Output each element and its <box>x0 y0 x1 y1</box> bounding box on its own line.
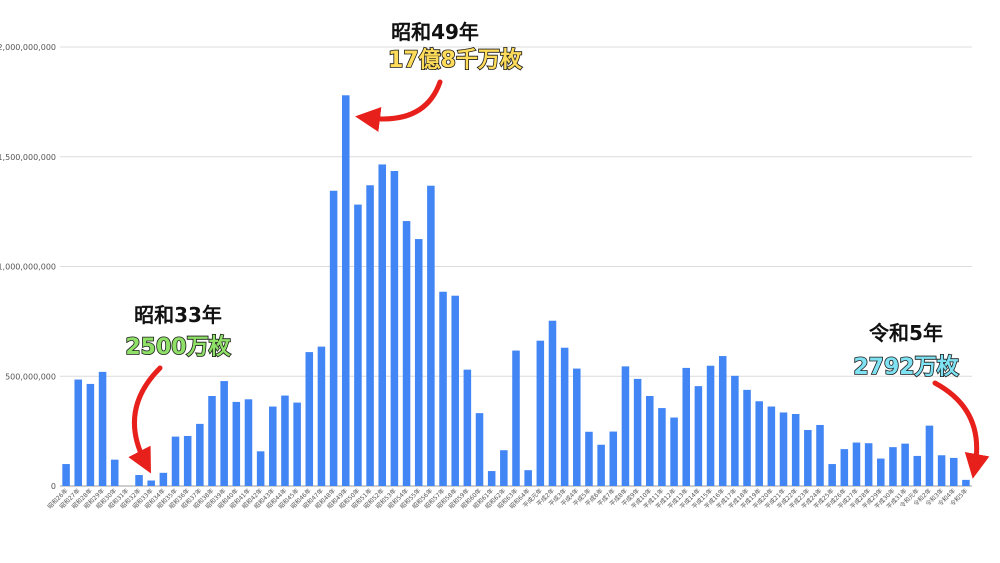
x-axis-ticks: 昭和26年昭和27年昭和28年昭和29年昭和30年昭和31年昭和32年昭和33年… <box>46 487 970 511</box>
bar <box>305 352 314 486</box>
y-tick-label: 2,000,000,000 <box>0 43 56 52</box>
y-tick-label: 0 <box>51 482 56 491</box>
annotation-r5-title: 令和5年 <box>869 321 943 345</box>
bar <box>585 431 593 486</box>
bar <box>743 389 751 486</box>
bar <box>877 458 885 486</box>
bar <box>402 221 411 486</box>
bar <box>548 320 557 486</box>
bar <box>269 406 277 486</box>
bar <box>183 435 192 486</box>
bar <box>718 356 727 486</box>
bar <box>414 239 423 486</box>
bar <box>633 378 642 486</box>
bar <box>840 449 849 486</box>
bar <box>329 190 338 486</box>
bar <box>852 442 861 486</box>
annotation-peak: 昭和49年 17億8千万枚 <box>355 20 523 132</box>
bar <box>354 204 362 486</box>
annotation-peak-title: 昭和49年 <box>391 20 479 44</box>
bar <box>755 401 763 486</box>
bar <box>232 401 241 486</box>
annotation-r5: 令和5年 2792万枚 <box>853 321 990 479</box>
annotation-peak-value: 17億8千万枚 <box>388 47 522 73</box>
bar <box>804 430 812 486</box>
bar <box>317 346 326 486</box>
bar <box>487 471 496 486</box>
bar <box>731 375 739 486</box>
bar <box>706 365 715 486</box>
y-tick-label: 1,000,000,000 <box>0 263 56 272</box>
bar <box>147 480 155 486</box>
bar <box>889 447 897 486</box>
bar <box>196 423 204 486</box>
annotation-r5-arrow <box>932 380 990 479</box>
annotation-s33-value: 2500万枚 <box>125 334 230 360</box>
bar <box>560 347 569 486</box>
bar <box>439 291 447 486</box>
bar <box>597 444 605 486</box>
bar <box>682 367 691 486</box>
bar <box>816 424 824 486</box>
bar <box>864 443 873 486</box>
bar <box>925 425 934 486</box>
bar <box>208 396 216 486</box>
annotation-r5-value: 2792万枚 <box>853 354 958 380</box>
annotation-peak-arrow <box>355 79 443 132</box>
annotation-s33-title: 昭和33年 <box>134 303 222 327</box>
bar <box>171 436 180 486</box>
bar <box>293 402 301 486</box>
bar <box>475 413 484 486</box>
bar <box>110 459 119 486</box>
bar <box>670 417 678 486</box>
bar <box>791 414 800 486</box>
y-tick-label: 500,000,000 <box>5 372 56 381</box>
bar <box>378 164 387 486</box>
bar <box>913 455 922 486</box>
y-axis-ticks: 0 500,000,000 1,000,000,000 1,500,000,000 2,… <box>0 43 56 491</box>
bar <box>512 350 520 486</box>
bar <box>159 472 168 486</box>
bar <box>341 95 350 486</box>
annotation-s33-arrow <box>128 365 163 474</box>
bar <box>645 396 654 486</box>
bar <box>463 369 472 486</box>
bar <box>901 443 909 486</box>
bar <box>86 383 95 486</box>
bar <box>244 399 253 486</box>
bar <box>62 464 70 486</box>
bar <box>500 450 508 486</box>
bar <box>779 412 788 486</box>
bars <box>62 95 970 486</box>
y-tick-label: 1,500,000,000 <box>0 153 56 162</box>
bar <box>256 451 265 486</box>
bar <box>694 386 703 486</box>
bar <box>536 340 545 486</box>
bar <box>767 406 776 486</box>
bar <box>390 171 399 486</box>
bar <box>609 431 618 486</box>
bar <box>621 366 630 486</box>
bar <box>281 395 289 486</box>
bar <box>366 185 374 486</box>
bar <box>573 368 581 486</box>
bar <box>220 381 228 486</box>
bar <box>949 457 958 486</box>
bar <box>98 371 107 486</box>
bar <box>427 185 435 486</box>
annotation-s33: 昭和33年 2500万枚 <box>125 303 231 474</box>
bar <box>828 464 836 486</box>
bar <box>962 479 970 486</box>
bar <box>524 470 532 486</box>
bar <box>135 475 143 486</box>
bar <box>937 455 946 486</box>
bar <box>74 379 83 486</box>
bar <box>658 408 666 486</box>
bar <box>451 295 459 486</box>
